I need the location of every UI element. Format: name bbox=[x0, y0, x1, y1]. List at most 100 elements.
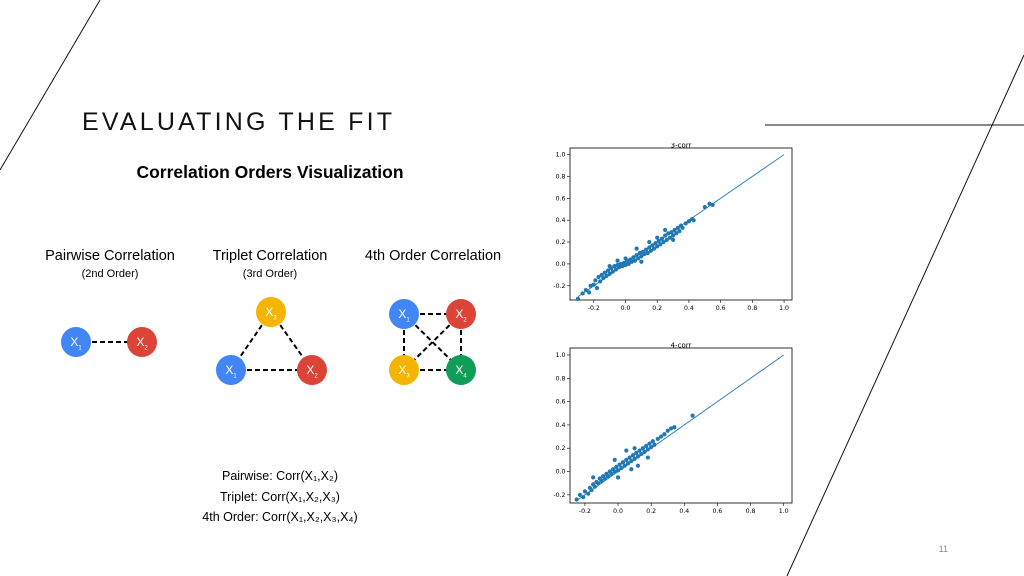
data-point bbox=[639, 254, 644, 259]
data-point bbox=[644, 443, 649, 448]
data-point bbox=[610, 269, 615, 274]
y-tick-label: 0.0 bbox=[556, 469, 566, 476]
formula-fourth: 4th Order: Corr(X₁,X₂,X₃,X₄) bbox=[202, 510, 358, 524]
section-triplet-label: Triplet Correlation bbox=[212, 248, 328, 264]
decor-line-left bbox=[0, 0, 101, 171]
data-point bbox=[612, 469, 617, 474]
x-tick-label: 0.6 bbox=[713, 508, 723, 515]
section-triplet: Triplet Correlation (3rd Order) bbox=[190, 248, 350, 280]
data-point bbox=[596, 274, 601, 280]
data-point bbox=[589, 488, 594, 493]
data-point bbox=[617, 265, 622, 270]
section-fourth: 4th Order Correlation bbox=[353, 248, 513, 264]
y-tick-label: 0.4 bbox=[556, 422, 566, 429]
data-point bbox=[574, 497, 579, 502]
y-tick-label: 0.2 bbox=[556, 445, 566, 452]
data-point bbox=[707, 201, 712, 206]
formula-pairwise: Pairwise: Corr(X₁,X₂) bbox=[221, 469, 339, 483]
data-point bbox=[632, 258, 638, 263]
data-point bbox=[666, 231, 671, 236]
data-point bbox=[690, 413, 695, 418]
data-point bbox=[637, 250, 642, 256]
data-point bbox=[632, 446, 637, 451]
y-tick-label: 0.8 bbox=[556, 375, 566, 382]
data-point bbox=[582, 489, 588, 494]
data-point bbox=[670, 237, 676, 242]
x-tick-label: 1.0 bbox=[779, 508, 789, 515]
data-point bbox=[655, 436, 660, 442]
y-tick-label: 0.6 bbox=[556, 399, 566, 406]
x-tick-label: 0.0 bbox=[621, 305, 631, 312]
x-tick-label: 1.0 bbox=[779, 305, 789, 312]
data-point bbox=[648, 248, 653, 253]
data-point bbox=[586, 290, 592, 295]
x-tick-label: 0.4 bbox=[684, 305, 694, 312]
y-tick-label: 0.2 bbox=[556, 239, 566, 246]
data-point bbox=[655, 244, 660, 249]
data-point bbox=[645, 455, 650, 460]
data-point bbox=[672, 425, 677, 430]
data-point bbox=[624, 448, 629, 453]
y-tick-label: 1.0 bbox=[556, 152, 566, 159]
data-point bbox=[675, 225, 680, 230]
x-tick-label: 0.6 bbox=[716, 305, 726, 312]
scatter-plot-3-corr: 3-corr -0.2 0.0 0.2 0.4 0.6 0.8 1.0 -0.2 0.0 0.2 0.… bbox=[553, 143, 793, 312]
data-point bbox=[635, 463, 641, 468]
data-point bbox=[659, 236, 665, 241]
data-point bbox=[599, 478, 604, 483]
y-tick-label: 0.0 bbox=[556, 261, 566, 268]
data-point bbox=[626, 261, 631, 267]
data-point bbox=[710, 202, 715, 207]
data-point bbox=[650, 439, 655, 444]
data-point bbox=[623, 256, 628, 261]
data-point bbox=[623, 262, 628, 268]
data-point bbox=[620, 264, 625, 269]
data-point bbox=[652, 442, 657, 447]
data-point bbox=[577, 492, 583, 497]
data-point bbox=[669, 230, 674, 235]
y-tick-label: -0.2 bbox=[553, 492, 565, 499]
data-point bbox=[635, 454, 641, 459]
section-pairwise: Pairwise Correlation (2nd Order) bbox=[30, 248, 190, 280]
data-point bbox=[647, 245, 652, 250]
data-point bbox=[640, 446, 645, 451]
data-point bbox=[612, 264, 617, 269]
data-point bbox=[592, 484, 597, 489]
x-tick-label: -0.2 bbox=[588, 305, 600, 312]
data-point bbox=[634, 246, 639, 251]
data-point bbox=[645, 250, 650, 256]
data-point bbox=[667, 235, 672, 240]
x-tick-label: 0.8 bbox=[746, 508, 756, 515]
data-point bbox=[580, 291, 585, 296]
data-point bbox=[636, 256, 641, 261]
data-point bbox=[661, 239, 666, 245]
data-point bbox=[674, 231, 679, 236]
slide-title: EVALUATING THE FIT bbox=[82, 108, 396, 136]
data-point bbox=[591, 475, 596, 480]
scatter-plot-4-corr: 4-corr -0.2 0.0 0.2 0.4 0.6 0.8 1.0 -0.2 0.0 0.2 0.… bbox=[553, 342, 793, 515]
data-point bbox=[604, 273, 609, 279]
data-point bbox=[593, 278, 598, 283]
x-tick-label: 0.8 bbox=[747, 305, 757, 312]
data-point bbox=[615, 468, 621, 473]
data-point bbox=[663, 233, 668, 238]
data-point bbox=[581, 495, 586, 500]
data-point bbox=[613, 267, 619, 272]
data-point bbox=[649, 444, 654, 450]
data-point bbox=[629, 458, 634, 464]
data-point bbox=[686, 219, 692, 224]
data-point bbox=[602, 476, 607, 481]
node-x1-pair: X1 bbox=[61, 327, 91, 357]
data-point bbox=[651, 246, 657, 251]
data-point bbox=[647, 239, 652, 245]
data-point bbox=[629, 467, 634, 472]
x-tick-label: 0.2 bbox=[646, 508, 656, 515]
data-point bbox=[602, 270, 607, 275]
data-point bbox=[605, 268, 611, 273]
data-point bbox=[668, 426, 674, 431]
data-point bbox=[634, 450, 639, 455]
data-point bbox=[672, 227, 677, 233]
node-x1-triplet: X1 bbox=[216, 355, 246, 385]
data-point bbox=[617, 462, 622, 467]
